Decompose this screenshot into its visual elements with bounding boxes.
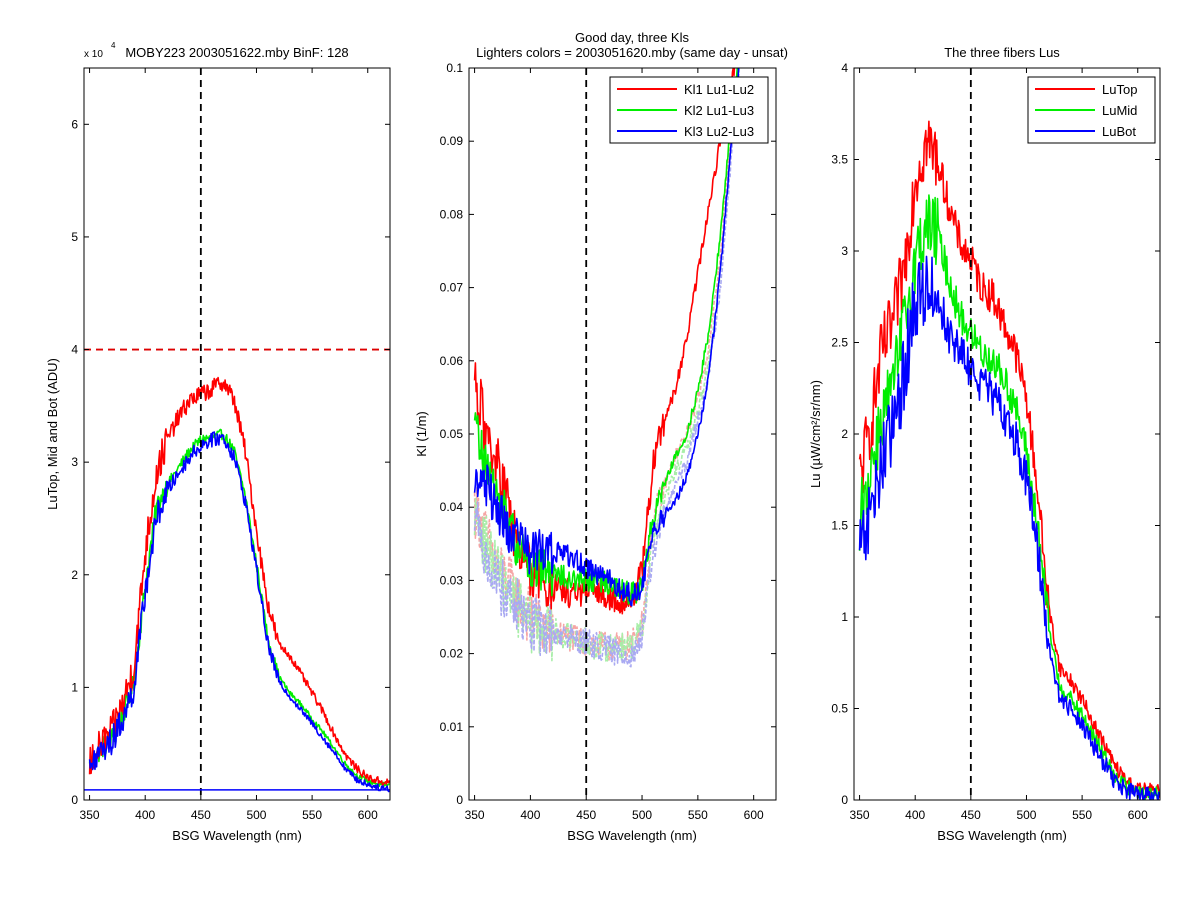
y-axis-label: Lu (µW/cm²/sr/nm) [808, 380, 823, 488]
x-tick-label: 350 [465, 808, 485, 822]
y-tick-label: 0.06 [440, 354, 464, 368]
x-tick-label: 550 [1072, 808, 1092, 822]
x-axis-label: BSG Wavelength (nm) [937, 828, 1067, 843]
legend-lus: LuTop LuMid LuBot [1027, 76, 1156, 144]
series-2 [88, 431, 390, 793]
y-tick-label: 4 [841, 61, 848, 75]
plot-area-lus: 350 400 450 500 550 600 0 0.5 1 1.5 2 2.5 3 3.5 4 [831, 61, 1161, 822]
x-tick-label: 500 [1016, 808, 1036, 822]
legend-label-kl2: Kl2 Lu1-Lu3 [684, 103, 754, 118]
plot-area-lu-adu: 350 400 450 500 550 600 0 1 2 3 4 5 6 [71, 67, 391, 822]
x-tick-label: 550 [302, 808, 322, 822]
exponent-label: x 10 [84, 49, 103, 60]
series-1 [88, 376, 390, 786]
y-tick-label: 0.09 [440, 134, 464, 148]
panel-lus: 350 400 450 500 550 600 0 0.5 1 1.5 2 2.5 3 3.5 4 The … [808, 45, 1161, 843]
y-tick-label: 0.02 [440, 647, 464, 661]
series-lubot [858, 255, 1160, 800]
panel-kl: 350 400 450 500 550 600 0 0.01 0.02 0.03 0.04 0.05 0… [414, 30, 788, 843]
series-2 [473, 68, 740, 668]
y-tick-label: 2.5 [831, 336, 848, 350]
y-tick-label: 0 [456, 793, 463, 807]
y-tick-label: 0.03 [440, 573, 464, 587]
y-tick-label: 0.07 [440, 281, 464, 295]
series-kl3-lu2-lu3 [473, 68, 740, 607]
chart-subtitle: Lighters colors = 2003051620.mby (same d… [476, 45, 788, 60]
axes-box [83, 67, 391, 801]
legend-label-lutop: LuTop [1102, 82, 1137, 97]
x-tick-label: 500 [246, 808, 266, 822]
data-layer [858, 68, 1160, 800]
y-tick-label: 0.04 [440, 500, 464, 514]
x-tick-label: 350 [850, 808, 870, 822]
y-tick-label: 3 [841, 244, 848, 258]
y-tick-label: 0.08 [440, 207, 464, 221]
y-tick-label: 3.5 [831, 153, 848, 167]
x-tick-label: 450 [191, 808, 211, 822]
data-layer [84, 68, 390, 800]
y-tick-label: 4 [71, 343, 78, 357]
x-axis-label: BSG Wavelength (nm) [172, 828, 302, 843]
legend-label-kl1: Kl1 Lu1-Lu2 [684, 82, 754, 97]
y-tick-label: 0.1 [446, 61, 463, 75]
x-tick-label: 400 [135, 808, 155, 822]
exponent-power: 4 [111, 41, 116, 50]
y-tick-label: 5 [71, 230, 78, 244]
data-layer [473, 68, 741, 800]
legend-kl: Kl1 Lu1-Lu2 Kl2 Lu1-Lu3 Kl3 Lu2-Lu3 [609, 76, 769, 144]
y-tick-label: 0 [71, 793, 78, 807]
chart-title: MOBY223 2003051622.mby BinF: 128 [125, 45, 348, 60]
series-kl2-lu1-lu3 [473, 68, 739, 605]
y-tick-label: 1 [71, 680, 78, 694]
y-tick-label: 2 [71, 568, 78, 582]
y-axis-label: LuTop, Mid and Bot (ADU) [45, 358, 60, 510]
y-axis-label: Kl (1/m) [414, 411, 429, 457]
x-tick-label: 600 [358, 808, 378, 822]
x-tick-label: 450 [961, 808, 981, 822]
y-tick-label: 0.5 [831, 702, 848, 716]
chart-title: The three fibers Lus [944, 45, 1060, 60]
y-tick-label: 0.05 [440, 427, 464, 441]
series-0 [88, 428, 390, 788]
y-tick-label: 3 [71, 455, 78, 469]
series-kl1-lu1-lu2 [473, 68, 736, 615]
x-tick-label: 450 [576, 808, 596, 822]
x-tick-label: 500 [632, 808, 652, 822]
panel-lu-adu: 350 400 450 500 550 600 0 1 2 3 4 5 6 MOBY223 200305… [45, 41, 391, 843]
y-tick-label: 0 [841, 793, 848, 807]
y-tick-label: 2 [841, 427, 848, 441]
x-axis-label: BSG Wavelength (nm) [567, 828, 697, 843]
y-tick-label: 0.01 [440, 720, 464, 734]
x-tick-label: 600 [1128, 808, 1148, 822]
x-tick-label: 400 [520, 808, 540, 822]
legend-label-lumid: LuMid [1102, 103, 1137, 118]
x-tick-label: 600 [744, 808, 764, 822]
y-tick-label: 6 [71, 117, 78, 131]
legend-label-lubot: LuBot [1102, 124, 1136, 139]
series-lumid [858, 194, 1160, 800]
x-tick-label: 350 [80, 808, 100, 822]
series-lutop [858, 120, 1160, 799]
legend-label-kl3: Kl3 Lu2-Lu3 [684, 124, 754, 139]
x-tick-label: 550 [688, 808, 708, 822]
y-tick-label: 1.5 [831, 519, 848, 533]
y-tick-label: 1 [841, 610, 848, 624]
plot-area-kl: 350 400 450 500 550 600 0 0.01 0.02 0.03 0.04 0.05 0… [440, 61, 777, 822]
chart-title: Good day, three Kls [575, 30, 689, 45]
x-tick-label: 400 [905, 808, 925, 822]
